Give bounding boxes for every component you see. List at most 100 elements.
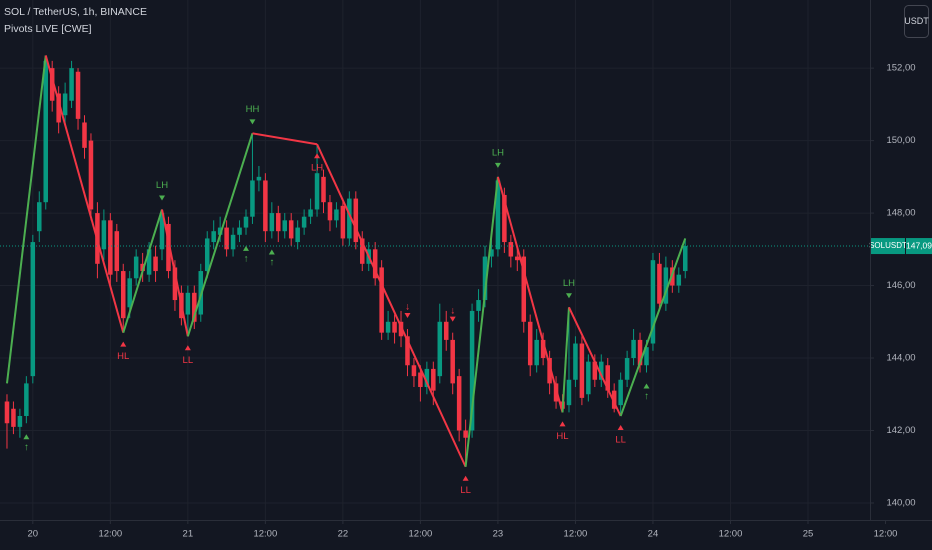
candle-body [495, 180, 501, 250]
candle-body [515, 256, 520, 261]
candle-body [127, 278, 132, 308]
zigzag-segment [464, 176, 499, 467]
signal-marker [449, 316, 456, 322]
candle-body [663, 267, 669, 304]
candle-body [153, 256, 158, 272]
candle-body [682, 246, 688, 272]
candle-body [521, 256, 527, 322]
candle-body [405, 336, 410, 366]
symbol-tag [871, 238, 905, 255]
candle-body [263, 180, 268, 232]
candle-body [4, 401, 10, 424]
candle-body [120, 271, 126, 319]
candle-body [159, 213, 165, 250]
currency-button[interactable] [904, 5, 929, 38]
candle-body [605, 365, 610, 391]
candle-body [288, 220, 294, 239]
pivot-marker [184, 345, 191, 351]
candle-body [43, 60, 48, 203]
chart-title: SOL / TetherUS, 1h, BINANCE [4, 6, 147, 18]
candle-body [566, 379, 572, 406]
x-tick-label: 12:00 [564, 529, 588, 540]
candle-body [321, 176, 326, 203]
candle-body [502, 194, 507, 243]
y-tick-label: 148,00 [886, 208, 915, 219]
candle-body [75, 71, 81, 119]
pivot-marker [617, 425, 624, 430]
zigzag-segment [122, 209, 163, 333]
x-tick-label: 24 [648, 529, 659, 540]
candle-body [101, 220, 107, 250]
candle-body [269, 213, 275, 232]
candle-body [327, 202, 333, 221]
x-tick-label: 12:00 [719, 529, 743, 540]
candle-body [224, 227, 229, 250]
indicator-name: Pivots LIVE [CWE] [4, 23, 92, 35]
zigzag-segment [186, 133, 254, 337]
candle-body [17, 416, 23, 427]
candle-body [631, 339, 636, 359]
x-tick-label: 25 [803, 529, 814, 540]
candle-body [24, 383, 29, 416]
x-tick-label: 23 [493, 529, 504, 540]
candle-body [250, 180, 255, 217]
candle-body [185, 292, 191, 315]
candle-body [353, 198, 359, 243]
candle-body [166, 223, 171, 272]
currency-label[interactable]: USDT [904, 16, 929, 26]
zigzag-segment [252, 132, 318, 146]
price-tag [906, 238, 932, 255]
candle-body [256, 176, 262, 181]
candle-body [411, 365, 417, 377]
pivot-marker [494, 162, 501, 168]
pivot-marker [462, 475, 469, 481]
candle-body [230, 234, 236, 250]
overlay: SOLUSDT 147,09 HL LH LL HH LH LL LH HL LH LL ↑ ↑ ↑ ↓ ↓ ↑ [0, 55, 932, 496]
candle-body [418, 372, 423, 388]
candle-body [573, 343, 578, 380]
candle-body [398, 321, 404, 337]
candle-body [482, 256, 488, 301]
signal-label: ↑ [243, 253, 248, 264]
candle-body [611, 390, 617, 409]
pivot-marker [249, 119, 256, 125]
candle-body [211, 231, 216, 243]
candle-body [379, 267, 384, 333]
pivot-marker [559, 421, 566, 427]
candle-body [644, 347, 649, 366]
x-tick-label: 12:00 [98, 529, 122, 540]
y-tick-label: 152,00 [886, 63, 915, 74]
signal-label: ↓ [405, 302, 410, 313]
candle-body [657, 263, 662, 304]
candle-body [114, 231, 120, 272]
candle-body [11, 408, 16, 427]
candle-body [276, 213, 281, 232]
signal-label: ↑ [24, 442, 29, 453]
candle-body [69, 68, 74, 101]
pivot-marker [565, 293, 572, 299]
candle-body [30, 242, 36, 377]
signal-marker [23, 434, 30, 440]
candle-body [314, 173, 320, 210]
candle-body [547, 358, 552, 384]
zigzag-segment [561, 307, 570, 413]
candle-body [140, 263, 145, 272]
candle-body [204, 238, 210, 272]
candle-body [463, 430, 468, 438]
candle-body [476, 300, 481, 311]
pivot-label: LH [492, 147, 504, 158]
pivot-marker [314, 153, 321, 159]
pivot-marker [159, 195, 166, 201]
last-price-label: 147,09 [906, 240, 932, 250]
candle-body [443, 321, 449, 340]
candle-body [437, 321, 443, 377]
y-tick-label: 144,00 [886, 353, 915, 364]
zigzag-segment [568, 306, 622, 417]
candle-body [301, 216, 307, 228]
pivot-label: LL [615, 435, 626, 446]
candle-body [637, 339, 643, 366]
candle-body [385, 321, 391, 333]
candle-body [392, 321, 397, 333]
candle-body [489, 249, 494, 257]
